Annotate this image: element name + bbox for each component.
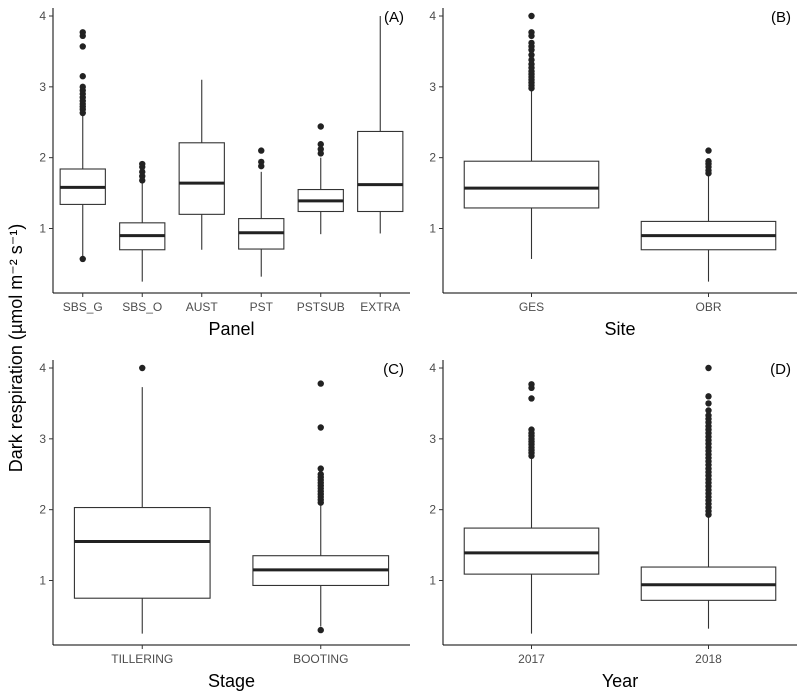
iqr-box	[463, 527, 600, 575]
y-tick-label: 1	[429, 574, 436, 588]
box-aust	[178, 79, 225, 250]
outlier-point	[528, 56, 535, 64]
outlier-point	[705, 147, 712, 154]
outlier-point	[317, 471, 324, 478]
outlier-point	[317, 424, 324, 431]
x-axis-title: Panel	[208, 319, 254, 339]
panel-a: 1 2 3 4 SBS_G SBS_O AUST PST PSTSUB EXTRA Panel (A)	[39, 8, 410, 339]
y-tick-label: 4	[39, 361, 46, 375]
box-pstsub	[297, 123, 344, 235]
y-tick-label: 3	[39, 80, 46, 94]
box-pst	[238, 147, 285, 277]
outlier-point	[317, 145, 324, 153]
iqr-box	[463, 160, 600, 209]
y-tick-label: 2	[429, 151, 436, 165]
outlier-point	[705, 400, 712, 407]
outlier-point	[317, 380, 324, 387]
outlier-point	[139, 168, 146, 176]
outlier-point	[528, 395, 535, 402]
x-axis-title: Site	[604, 319, 635, 339]
outlier-point	[528, 51, 535, 59]
outlier-point	[258, 147, 265, 154]
iqr-box	[357, 130, 404, 213]
panel-d: 1 2 3 4 2017 2018 Year (D)	[429, 360, 797, 691]
y-tick-label: 3	[39, 432, 46, 446]
y-tick-label: 4	[39, 9, 46, 23]
outlier-point	[79, 83, 86, 91]
x-tick-label: OBR	[695, 300, 721, 314]
x-tick-label: SBS_O	[122, 300, 162, 314]
outlier-point	[139, 364, 146, 372]
y-axis-label: Dark respiration (µmol m⁻² s⁻¹)	[6, 224, 26, 472]
outlier-point	[705, 158, 712, 165]
outlier-point	[258, 158, 265, 166]
outlier-point	[705, 393, 712, 400]
y-tick-label: 1	[39, 574, 46, 588]
y-tick-label: 2	[39, 151, 46, 165]
x-tick-label: SBS_G	[63, 300, 103, 314]
y-tick-label: 1	[39, 222, 46, 236]
outlier-point	[528, 381, 535, 388]
x-tick-label: 2018	[695, 652, 722, 666]
outlier-point	[528, 39, 535, 47]
box-sbs-g	[59, 29, 106, 263]
y-tick-label: 2	[429, 503, 436, 517]
box-2018	[640, 364, 777, 629]
box-sbs-o	[119, 160, 166, 282]
box-extra	[357, 16, 404, 234]
outlier-point	[705, 412, 712, 419]
iqr-box	[178, 142, 225, 215]
y-tick-label: 2	[39, 503, 46, 517]
outlier-point	[528, 29, 535, 36]
outlier-point	[317, 141, 324, 148]
x-tick-label: PSTSUB	[297, 300, 345, 314]
x-axis-title: Stage	[208, 671, 255, 691]
box-booting	[252, 380, 390, 634]
iqr-box	[73, 506, 211, 599]
panel-b: 1 2 3 4 GES OBR Site (B)	[429, 8, 797, 339]
outlier-point	[317, 626, 324, 634]
panels-group: 1 2 3 4 SBS_G SBS_O AUST PST PSTSUB EXTRA Panel (A)…	[39, 8, 797, 691]
x-tick-label: PST	[250, 300, 274, 314]
panel-tag: (C)	[383, 361, 404, 378]
x-tick-label: TILLERING	[111, 652, 173, 666]
outlier-point	[79, 43, 86, 50]
outlier-point	[705, 364, 712, 372]
panel-tag: (B)	[771, 9, 791, 26]
box-tillering	[73, 364, 211, 634]
outlier-point	[79, 73, 86, 80]
panel-tag: (D)	[770, 361, 791, 378]
panel-tag: (A)	[384, 9, 404, 26]
box-obr	[640, 147, 777, 282]
x-tick-label: AUST	[186, 300, 219, 314]
outlier-point	[317, 123, 324, 130]
outlier-point	[528, 12, 535, 20]
outlier-point	[705, 407, 712, 414]
box-2017	[463, 381, 600, 634]
x-axis-title: Year	[602, 671, 638, 691]
outlier-point	[317, 465, 324, 472]
y-tick-label: 4	[429, 9, 436, 23]
y-tick-label: 4	[429, 361, 436, 375]
outlier-point	[79, 255, 86, 263]
outlier-point	[139, 160, 146, 168]
x-tick-label: GES	[519, 300, 544, 314]
outlier-point	[79, 29, 86, 36]
y-tick-label: 3	[429, 80, 436, 94]
y-tick-label: 3	[429, 432, 436, 446]
outlier-point	[528, 426, 535, 433]
panel-c: 1 2 3 4 TILLERING BOOTING Stage (C)	[39, 360, 410, 691]
box-ges	[463, 12, 600, 259]
x-tick-label: EXTRA	[360, 300, 400, 314]
x-tick-label: 2017	[518, 652, 545, 666]
x-tick-label: BOOTING	[293, 652, 348, 666]
y-tick-label: 1	[429, 222, 436, 236]
